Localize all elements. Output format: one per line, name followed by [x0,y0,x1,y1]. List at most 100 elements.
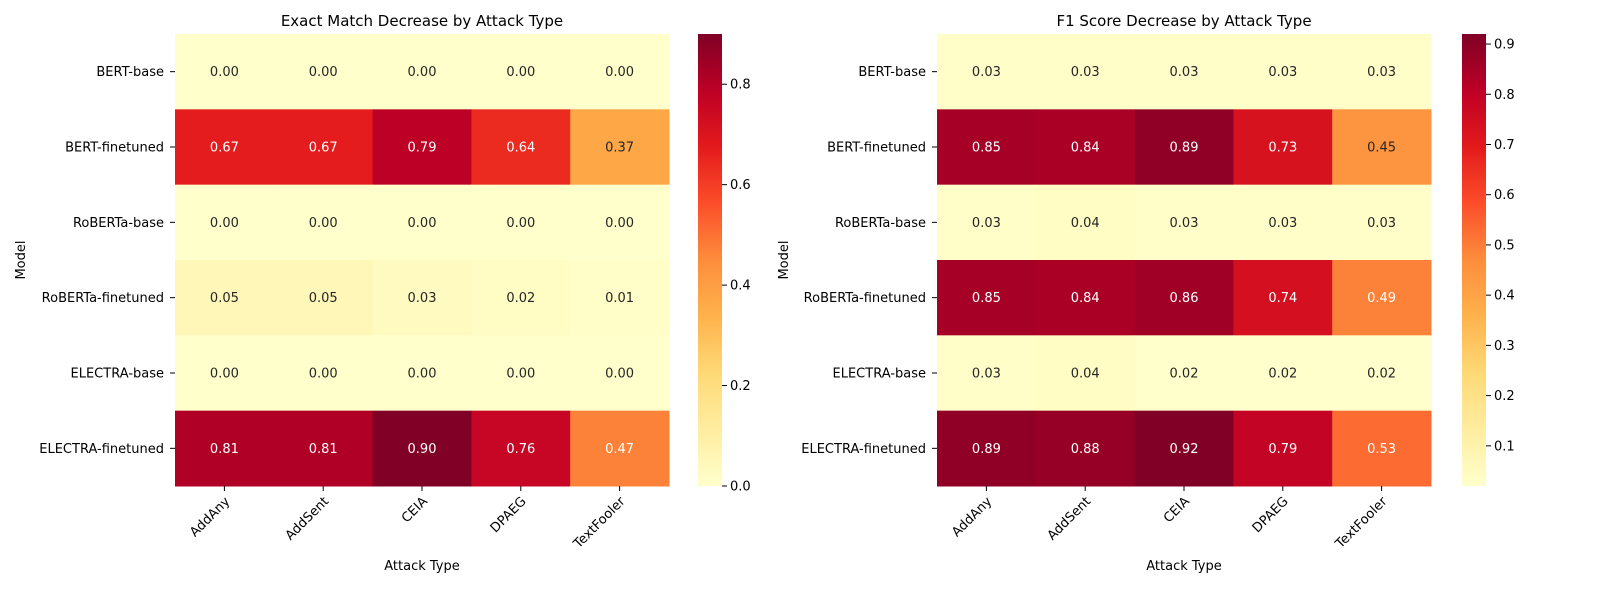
heatmap-cell [1332,34,1432,110]
cell-value-label: 0.04 [1071,367,1100,382]
cell-value-label: 0.00 [506,65,535,80]
heatmap-cell [273,410,374,487]
y-tick-label: ELECTRA-base [833,367,926,382]
cell-value-label: 0.03 [1170,65,1199,80]
cell-value-label: 0.84 [1071,141,1100,156]
x-axis-label: Attack Type [384,559,460,574]
heatmap-cell [937,34,1037,110]
chart-title: F1 Score Decrease by Attack Type [1056,12,1311,30]
cell-value-label: 0.01 [605,291,634,306]
cell-value-label: 0.00 [408,216,437,231]
cell-value-label: 0.84 [1071,291,1100,306]
heatmap-cell [471,109,571,186]
cell-value-label: 0.03 [1071,65,1100,80]
colorbar-tick-label: 0.5 [1494,238,1515,253]
colorbar-tick-label: 0.2 [1494,389,1515,404]
cell-value-label: 0.76 [506,442,535,457]
heatmap-panel-2: F1 Score Decrease by Attack Type 0.03 0.03… [777,12,1515,574]
cell-value-label: 0.49 [1367,291,1396,306]
heatmap-cell [372,335,472,412]
cell-value-label: 0.90 [408,442,437,457]
heatmap-cell [471,410,571,487]
cell-value-label: 0.79 [408,141,437,156]
heatmap-cell [471,260,571,336]
heatmap-cell [372,260,472,336]
cell-value-label: 0.53 [1367,442,1396,457]
cell-value-label: 0.00 [210,65,239,80]
cell-value-label: 0.03 [1367,65,1396,80]
colorbar-tick-label: 0.2 [730,379,751,394]
heatmap-cell [273,260,374,336]
cell-value-label: 0.81 [309,442,338,457]
cell-value-label: 0.05 [309,291,338,306]
y-tick-label: BERT-finetuned [65,141,164,156]
cell-value-label: 0.00 [408,65,437,80]
x-tick-label: DPAEG [488,494,530,536]
cell-value-label: 0.37 [605,141,634,156]
cell-value-label: 0.47 [605,442,634,457]
heatmap-cell [1233,260,1333,336]
cell-value-label: 0.79 [1268,442,1297,457]
cell-value-label: 0.00 [506,367,535,382]
y-tick-label: RoBERTa-base [835,216,926,231]
heatmap-cell [1035,410,1136,487]
heatmap-cell [471,335,571,412]
y-tick-label: BERT-finetuned [827,141,926,156]
x-axis-label: Attack Type [1146,559,1222,574]
heatmap-cell [175,34,275,110]
heatmap-cell [372,109,472,186]
heatmap-cell [1233,34,1333,110]
heatmap-cell [1233,335,1333,412]
heatmap-cell [570,34,670,110]
y-axis-label: Model [777,240,792,279]
heatmap-cell [471,34,571,110]
colorbar-tick-label: 0.8 [730,78,751,93]
heatmap-cell [1134,410,1234,487]
heatmap-cell [937,260,1037,336]
heatmap-cell [372,184,472,261]
y-tick-label: BERT-base [858,65,926,80]
cell-value-label: 0.03 [408,291,437,306]
colorbar [1462,34,1486,486]
cell-value-label: 0.73 [1268,141,1297,156]
cell-value-label: 0.03 [972,65,1001,80]
cell-value-label: 0.00 [506,216,535,231]
heatmap-cell [937,184,1037,261]
cell-value-label: 0.02 [1367,367,1396,382]
cell-value-label: 0.00 [210,367,239,382]
heatmap-cell [570,184,670,261]
x-tick-label: AddAny [949,494,995,540]
heatmap-cell [372,34,472,110]
colorbar-tick-label: 0.3 [1494,339,1515,354]
y-tick-label: RoBERTa-finetuned [42,291,164,306]
cell-value-label: 0.00 [408,367,437,382]
heatmap-cell [175,335,275,412]
x-tick-label: TextFooler [1332,494,1391,553]
cell-value-label: 0.03 [1367,216,1396,231]
cell-value-label: 0.88 [1071,442,1100,457]
colorbar-tick-label: 0.9 [1494,38,1515,53]
heatmap-cell [1134,109,1234,186]
cell-value-label: 0.00 [605,216,634,231]
cell-value-label: 0.02 [1268,367,1297,382]
heatmap-cell [1332,410,1432,487]
cell-value-label: 0.00 [309,65,338,80]
x-tick-label: AddSent [283,494,332,543]
heatmap-cell [175,410,275,487]
heatmap-cell [1035,335,1136,412]
colorbar-tick-label: 0.1 [1494,439,1515,454]
heatmap-cell [1134,260,1234,336]
heatmap-cell [1134,335,1234,412]
heatmap-cell [175,109,275,186]
x-tick-label: AddAny [187,494,233,540]
cell-value-label: 0.02 [1170,367,1199,382]
heatmap-panel-1: Exact Match Decrease by Attack Type 0.00 0… [14,12,751,574]
y-tick-label: ELECTRA-finetuned [39,442,164,457]
cell-value-label: 0.00 [605,65,634,80]
cell-value-label: 0.85 [972,141,1001,156]
heatmap-cell [273,335,374,412]
heatmap-cell [1233,410,1333,487]
heatmap-cell [1035,34,1136,110]
cell-value-label: 0.81 [210,442,239,457]
